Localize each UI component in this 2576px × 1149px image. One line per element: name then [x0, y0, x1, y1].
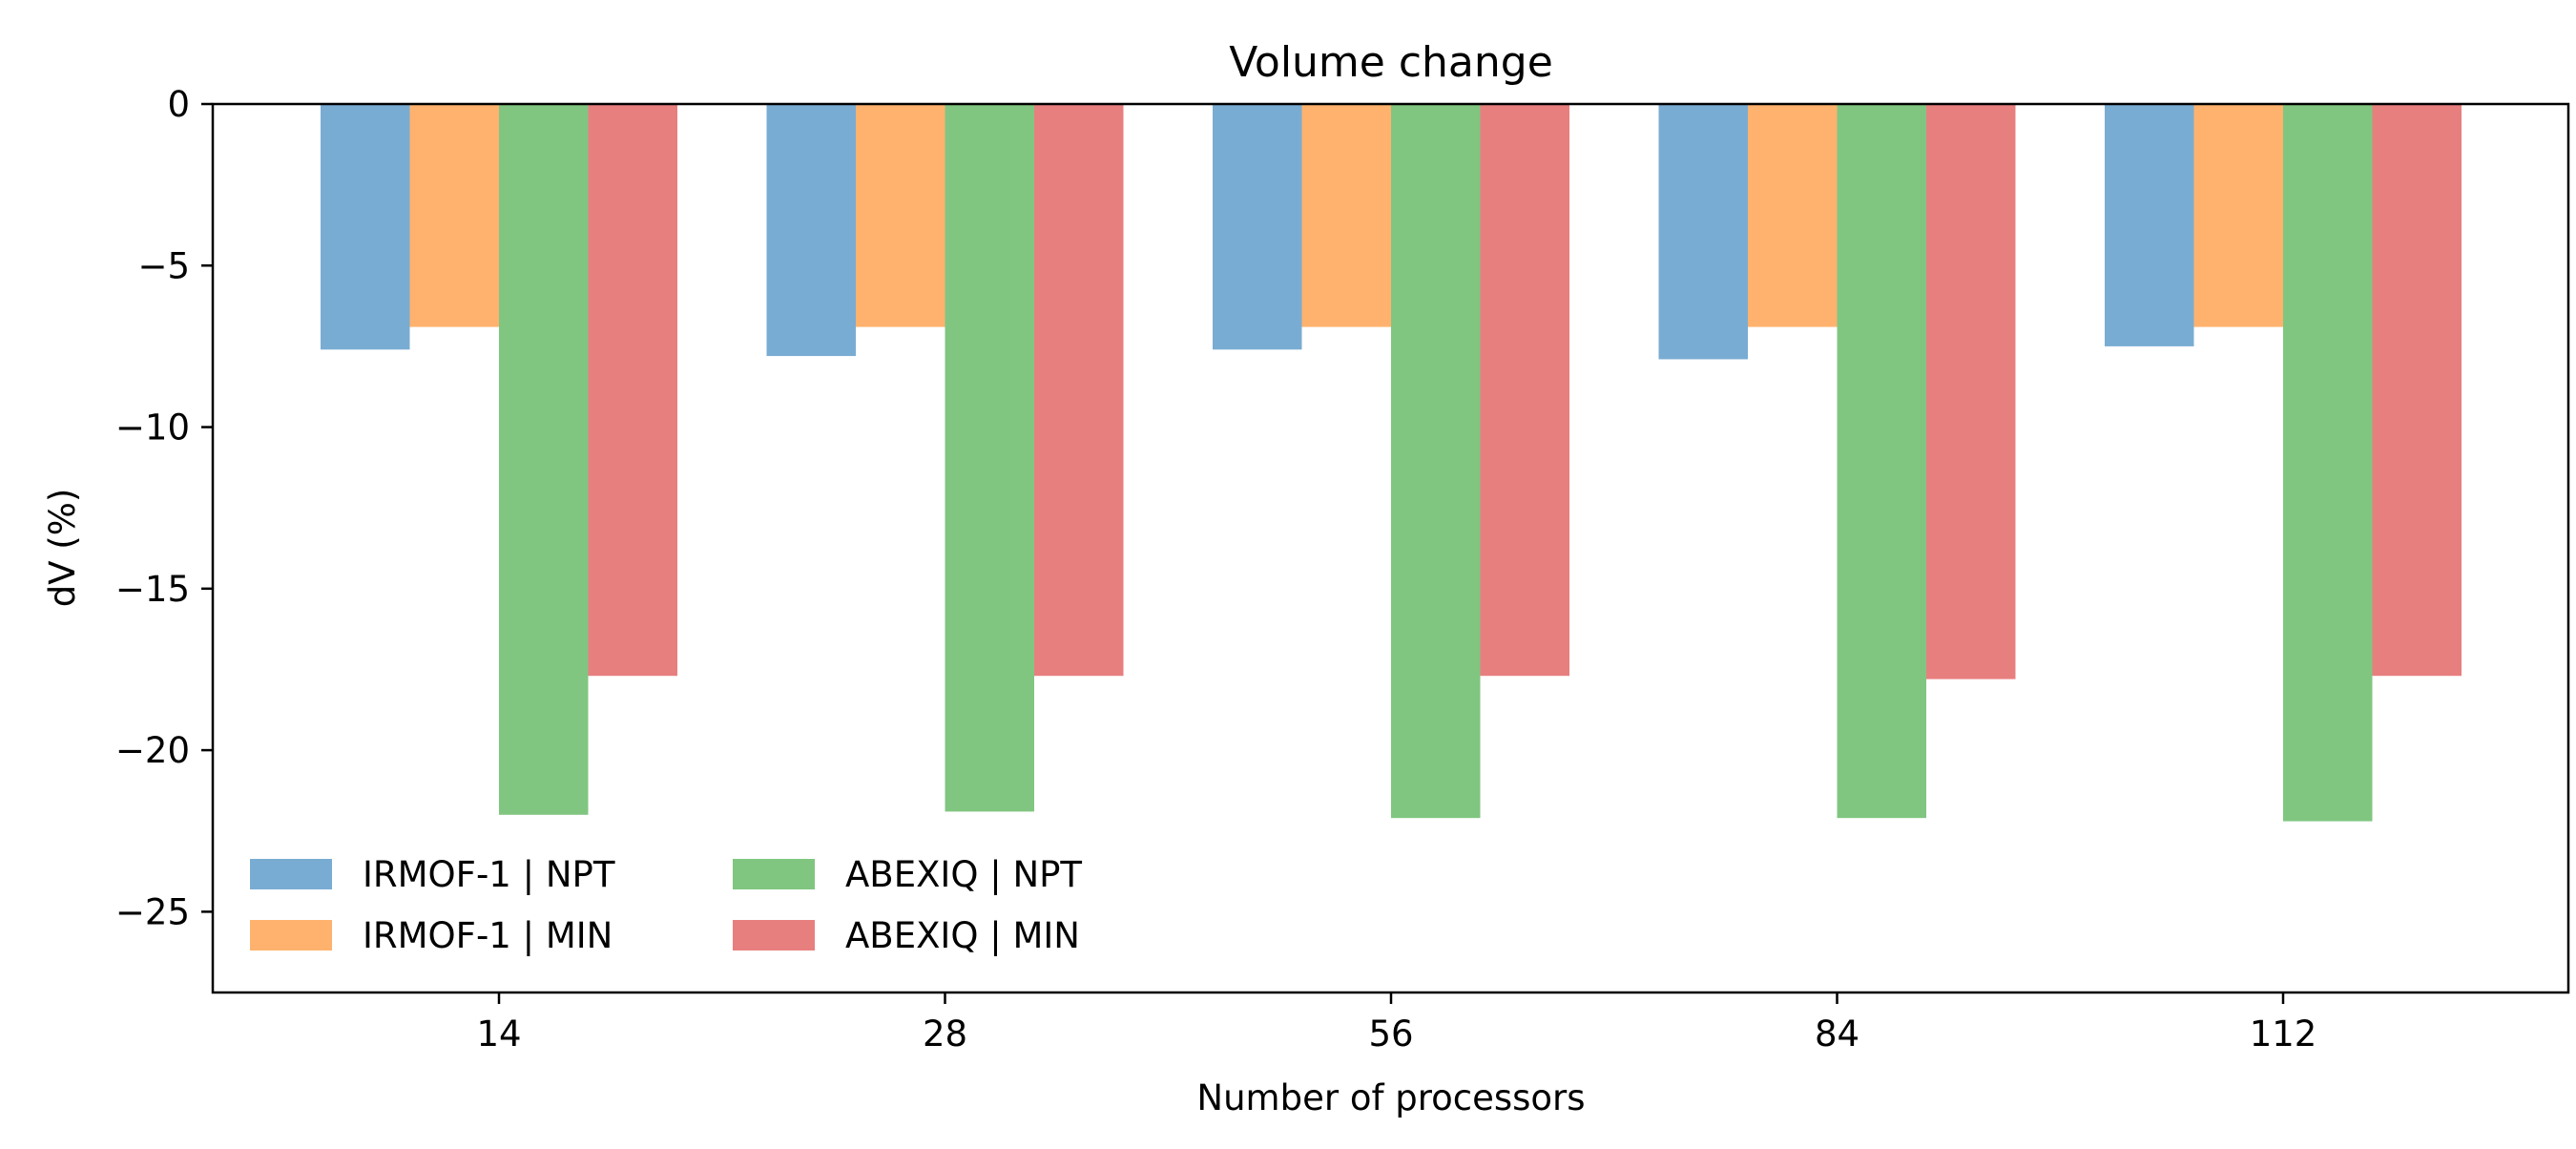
x-tick-label: 56	[1368, 1013, 1413, 1055]
legend-label-2: IRMOF-1 | MIN	[363, 915, 613, 956]
x-tick-label: 84	[1815, 1013, 1859, 1055]
bar-56-series-4	[1480, 104, 1569, 677]
bar-28-series-2	[856, 104, 945, 327]
bar-84-series-4	[1926, 104, 2016, 679]
bar-84-series-1	[1658, 104, 1748, 360]
y-tick-label: −15	[115, 569, 190, 610]
bar-112-series-2	[2193, 104, 2283, 327]
legend-label-3: ABEXIQ | NPT	[845, 854, 1082, 895]
y-tick-label: −10	[115, 407, 190, 449]
y-tick-label: −5	[137, 245, 190, 286]
bar-56-series-2	[1301, 104, 1391, 327]
x-tick-label: 14	[476, 1013, 521, 1055]
bar-14-series-2	[409, 104, 499, 327]
bars-layer	[321, 104, 2462, 822]
x-tick-label: 28	[923, 1013, 967, 1055]
bar-28-series-1	[766, 104, 856, 357]
bar-112-series-3	[2283, 104, 2373, 822]
legend-swatch-4	[733, 920, 815, 951]
legend-swatch-3	[733, 859, 815, 889]
y-tick-label: −25	[115, 891, 190, 932]
bar-112-series-1	[2105, 104, 2194, 346]
bar-84-series-3	[1837, 104, 1926, 819]
legend-swatch-2	[250, 920, 332, 951]
bar-84-series-2	[1748, 104, 1838, 327]
y-axis: 0 −5 −10 −15 −20 −25	[115, 84, 213, 932]
chart-title: Volume change	[1229, 38, 1553, 87]
bar-112-series-4	[2372, 104, 2462, 677]
x-tick-label: 112	[2250, 1013, 2317, 1055]
y-axis-label: dV (%)	[42, 489, 83, 608]
legend-label-1: IRMOF-1 | NPT	[363, 854, 615, 895]
bar-28-series-4	[1034, 104, 1124, 677]
bar-14-series-4	[588, 104, 677, 677]
legend-swatch-1	[250, 859, 332, 889]
y-tick-label: 0	[167, 84, 190, 125]
bar-56-series-1	[1213, 104, 1302, 350]
legend: IRMOF-1 | NPT IRMOF-1 | MIN ABEXIQ | NPT AB…	[250, 854, 1082, 956]
bar-14-series-3	[499, 104, 589, 815]
legend-label-4: ABEXIQ | MIN	[845, 915, 1080, 956]
x-axis-label: Number of processors	[1196, 1077, 1585, 1118]
bar-14-series-1	[321, 104, 410, 350]
x-axis: 14 28 56 84 112	[476, 992, 2316, 1055]
bar-28-series-3	[945, 104, 1034, 812]
y-tick-label: −20	[115, 730, 190, 771]
bar-56-series-3	[1391, 104, 1481, 819]
